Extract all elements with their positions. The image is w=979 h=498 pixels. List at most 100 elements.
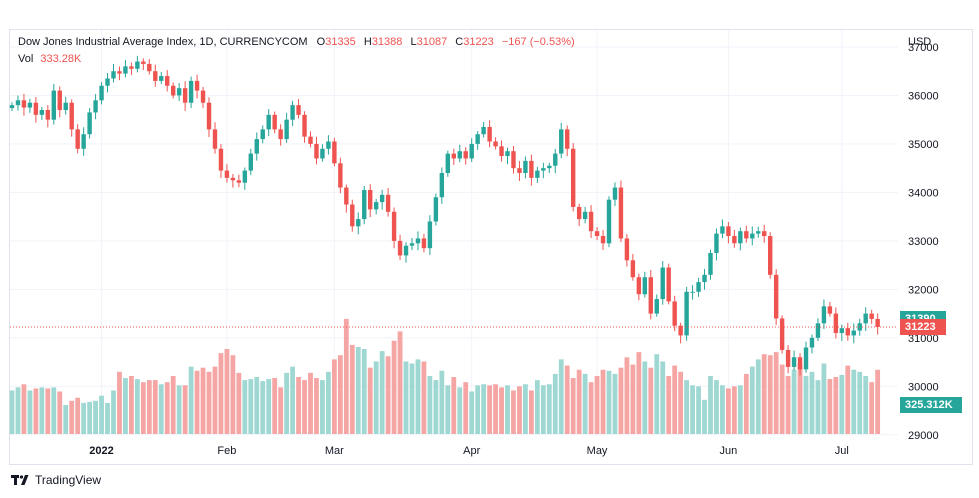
candle-body [170,85,176,96]
candle-body [779,318,785,350]
volume-bar [720,385,725,434]
y-tick-label: 33000 [908,236,939,248]
candle-body [45,109,51,120]
volume-bar [690,385,695,434]
volume-bar [696,386,701,434]
candle-body [714,233,719,253]
candle-body [326,141,331,149]
volume-bar [111,390,116,434]
volume-bar [636,352,642,434]
candle-body [350,204,355,227]
volume-bar [475,385,481,434]
volume-bar [797,363,803,434]
volume-bar [612,373,618,434]
candle-body [433,197,439,222]
volume-bar [576,369,582,434]
candle-body [797,357,803,370]
candle-body [427,221,433,249]
volume-bar [439,370,445,434]
volume-bar [594,375,600,434]
volume-bar [767,355,773,434]
volume-bar [511,390,516,434]
volume-bar [803,375,809,434]
candle-body [129,66,134,69]
volume-bar [355,346,361,434]
candle-body [624,238,630,261]
candle-body [153,71,158,81]
candle-body [576,206,582,220]
volume-bar [290,366,295,434]
candle-body [666,267,671,302]
candle-body [606,199,612,244]
candle-body [827,306,833,314]
volume-bar [415,359,421,434]
volume-bar [152,380,158,434]
candle-body [594,231,600,237]
candle-body [254,139,259,154]
volume-bar [761,354,767,434]
volume-bar [666,375,672,434]
volume-bar [457,387,463,434]
volume-badge: 325.312K [900,397,962,413]
candle-body [869,313,874,319]
x-tick-label: Feb [217,445,236,457]
volume-bar [851,369,857,434]
candle-body [457,151,462,159]
volume-bar [755,359,761,434]
symbol-title[interactable]: Dow Jones Industrial Average Index, 1D, … [18,36,308,48]
high-label: H [363,36,372,48]
candle-body [39,109,45,115]
x-tick-label: 2022 [89,445,113,457]
candle-body [362,189,367,220]
volume-bar [863,375,869,434]
volume-bar [570,378,576,434]
candle-body [27,102,33,108]
candle-body [600,236,606,244]
volume-bar [779,364,785,434]
volume-bar [409,363,415,434]
candle-body [499,146,504,157]
candle-body [672,301,677,326]
volume-bar [445,385,451,434]
volume-bar [296,377,301,434]
candle-body [368,189,373,210]
volume-bar [684,380,690,434]
y-tick-label: 34000 [908,187,939,199]
volume-bar [833,377,839,434]
y-tick-label: 37000 [908,42,939,54]
chart-frame[interactable] [9,29,973,465]
candle-body [732,236,737,244]
volume-bar [308,372,313,434]
candle-body [565,129,570,149]
candle-body [469,143,474,159]
volume-bar [648,367,654,434]
volume-bar [314,378,319,434]
volume-bar [69,400,75,434]
candle-body [493,141,498,147]
chart-legend: Dow Jones Industrial Average Index, 1D, … [18,36,575,48]
volume-bar [481,384,487,434]
candle-body [266,114,271,130]
candle-body [690,291,695,293]
volume-bar [493,384,498,434]
volume-bar [642,361,648,434]
brand-name[interactable]: TradingView [35,473,102,487]
candle-body [344,187,349,205]
volume-bar [397,331,403,434]
volume-bar [827,379,833,434]
candle-body [236,180,242,183]
candle-body [290,105,295,120]
volume-bar [373,361,379,434]
open-label: O [316,36,326,48]
currency-label[interactable]: USD [908,36,932,48]
volume-bar [367,367,373,434]
tradingview-logo-icon[interactable] [11,474,29,486]
footer: TradingView [11,473,101,487]
candle-body [654,299,659,314]
volume-bar [815,380,821,434]
volume-bar [385,356,391,434]
candle-body [338,163,343,188]
volume-bar [337,355,343,434]
candle-body [636,277,642,295]
